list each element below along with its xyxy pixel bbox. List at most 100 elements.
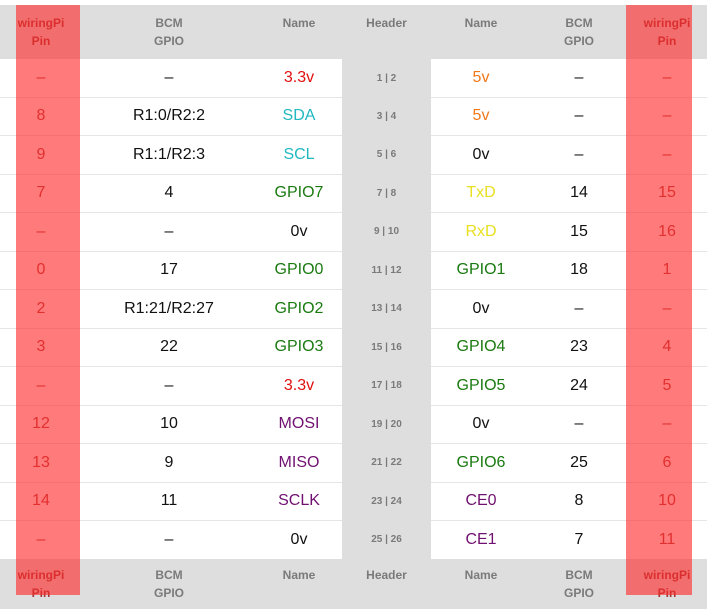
footer-row: wiringPi Pin BCM GPIO Name Header Name BCM GPIO w… xyxy=(0,558,707,609)
header-pins-cell: 19 | 20 xyxy=(342,405,431,444)
wiringpi-right-cell: 5 xyxy=(627,366,707,406)
name-right-cell: 0v xyxy=(431,289,531,329)
table-row: 2 R1:21/R2:27 GPIO2 13 | 14 0v – – xyxy=(0,289,707,329)
header-pins-cell: 1 | 2 xyxy=(342,59,431,97)
bcm-right-cell: 25 xyxy=(531,443,627,483)
wiringpi-left-cell: 7 xyxy=(0,174,82,213)
table-row: 9 R1:1/R2:3 SCL 5 | 6 0v – – xyxy=(0,135,707,175)
header-col-2-line-0: Name xyxy=(282,16,316,30)
name-left-cell: 3.3v xyxy=(256,366,342,406)
name-left-cell: 3.3v xyxy=(256,59,342,98)
wiringpi-left-cell: 8 xyxy=(0,97,82,136)
footer-col-6: wiringPi Pin xyxy=(627,558,707,609)
footer-col-0-line-0: wiringPi xyxy=(17,567,65,582)
footer-col-0: wiringPi Pin xyxy=(0,558,82,609)
bcm-left-cell: R1:21/R2:27 xyxy=(82,289,256,329)
name-left-cell: SCLK xyxy=(256,482,342,521)
header-pins-cell: 23 | 24 xyxy=(342,482,431,521)
bcm-left-cell: R1:1/R2:3 xyxy=(82,135,256,175)
bcm-right-cell: – xyxy=(531,405,627,444)
wiringpi-right-cell: – xyxy=(627,59,707,98)
wiringpi-right-cell: 16 xyxy=(627,212,707,252)
bcm-right-cell: – xyxy=(531,135,627,175)
name-left-cell: GPIO2 xyxy=(256,289,342,329)
name-right-cell: 0v xyxy=(431,405,531,444)
wiringpi-left-cell: 0 xyxy=(0,251,82,290)
footer-col-1-line-0: BCM xyxy=(155,567,183,582)
header-pins-cell: 25 | 26 xyxy=(342,520,431,559)
wiringpi-left-cell: – xyxy=(0,59,82,98)
header-pins-cell: 9 | 10 xyxy=(342,212,431,251)
bcm-left-cell: 22 xyxy=(82,328,256,367)
wiringpi-right-cell: – xyxy=(627,405,707,444)
name-right-cell: CE0 xyxy=(431,482,531,521)
bcm-left-cell: – xyxy=(82,366,256,406)
name-right-cell: GPIO4 xyxy=(431,328,531,367)
wiringpi-right-cell: – xyxy=(627,97,707,136)
name-left-cell: MISO xyxy=(256,443,342,483)
wiringpi-right-cell: 1 xyxy=(627,251,707,290)
bcm-left-cell: – xyxy=(164,530,174,548)
wiringpi-right-cell: 11 xyxy=(658,530,676,548)
footer-col-4-line-0: Name xyxy=(464,567,498,582)
footer-col-4: Name xyxy=(431,558,531,609)
name-right-cell: GPIO6 xyxy=(431,443,531,483)
bcm-right-cell: – xyxy=(531,59,627,98)
name-left-cell: 0v xyxy=(256,212,342,252)
bcm-left-cell: 11 xyxy=(82,482,256,521)
name-right-cell: TxD xyxy=(431,174,531,213)
bcm-right-cell: 14 xyxy=(531,174,627,213)
footer-col-5-line-0: BCM xyxy=(565,567,593,582)
table-row: 7 4 GPIO7 7 | 8 TxD 14 15 xyxy=(0,174,707,213)
name-left-cell: GPIO3 xyxy=(256,328,342,367)
table-row: – –0v 9 | 10 RxD 15 16 xyxy=(0,212,707,252)
header-col-4: Name xyxy=(431,5,531,59)
name-left-cell: 0v xyxy=(290,530,308,548)
header-col-0: wiringPi Pin xyxy=(0,5,82,59)
footer-col-2-line-0: Name xyxy=(282,567,316,582)
table-row: 14 11 SCLK 23 | 24 CE0 8 10 xyxy=(0,482,707,521)
wiringpi-right-cell: 10 xyxy=(627,482,707,521)
name-right-cell: 0v xyxy=(431,135,531,175)
header-col-5: BCM GPIO xyxy=(531,5,627,59)
footer-col-1-line-1: GPIO xyxy=(153,585,184,600)
wiringpi-right-cell: – xyxy=(627,289,707,329)
header-col-6-line-0: wiringPi xyxy=(643,16,691,30)
header-row: wiringPi Pin BCM GPIO Name Header Name BCM GPIO w… xyxy=(0,5,707,59)
bcm-left-cell: R1:0/R2:2 xyxy=(82,97,256,136)
header-pins-cell: 7 | 8 xyxy=(342,174,431,213)
wiringpi-right-cell: 4 xyxy=(627,328,707,367)
header-col-1-line-1: GPIO xyxy=(153,34,184,48)
header-col-5-line-1: GPIO xyxy=(563,34,594,48)
header-pins-cell: 17 | 18 xyxy=(342,366,431,405)
wiringpi-right-cell: 6 xyxy=(627,443,707,483)
wiringpi-left-cell: – xyxy=(36,530,46,548)
table-row: – –3.3v 17 | 18 GPIO5 24 5 xyxy=(0,366,707,406)
name-left-cell: SDA xyxy=(256,97,342,136)
footer-col-1: BCM GPIO xyxy=(82,558,256,609)
bcm-left-cell: 17 xyxy=(82,251,256,290)
wiringpi-left-cell: 9 xyxy=(0,135,82,175)
wiringpi-left-cell: 13 xyxy=(0,443,82,483)
pin-table-body: – –3.3v 1 | 2 5v – –8 R1:0/R2:2 SDA 3 | 4 5v – –9 R1… xyxy=(0,59,707,559)
header-pins-cell: 5 | 6 xyxy=(342,135,431,174)
name-left-cell: MOSI xyxy=(256,405,342,444)
table-row: – – 0v 25 | 26 CE1 7 11 xyxy=(0,520,707,559)
footer-col-6-line-0: wiringPi xyxy=(643,567,691,582)
header-pins-cell: 3 | 4 xyxy=(342,97,431,136)
name-right-cell: GPIO1 xyxy=(431,251,531,290)
bcm-right-cell: – xyxy=(531,289,627,329)
header-col-0-line-1: Pin xyxy=(31,34,51,48)
header-col-2: Name xyxy=(256,5,342,59)
name-left-cell: GPIO7 xyxy=(256,174,342,213)
header-col-3: Header xyxy=(342,5,431,59)
wiringpi-left-cell: – xyxy=(0,366,82,406)
wiringpi-left-cell: 12 xyxy=(0,405,82,444)
footer-col-3: Header xyxy=(342,558,431,609)
name-left-cell: SCL xyxy=(256,135,342,175)
pin-table-container: wiringPi Pin BCM GPIO Name Header Name BCM GPIO w… xyxy=(0,5,707,609)
header-col-6-line-1: Pin xyxy=(657,34,677,48)
footer-col-6-line-1: Pin xyxy=(657,585,677,600)
table-row: 8 R1:0/R2:2 SDA 3 | 4 5v – – xyxy=(0,97,707,136)
name-right-cell: RxD xyxy=(431,212,531,252)
